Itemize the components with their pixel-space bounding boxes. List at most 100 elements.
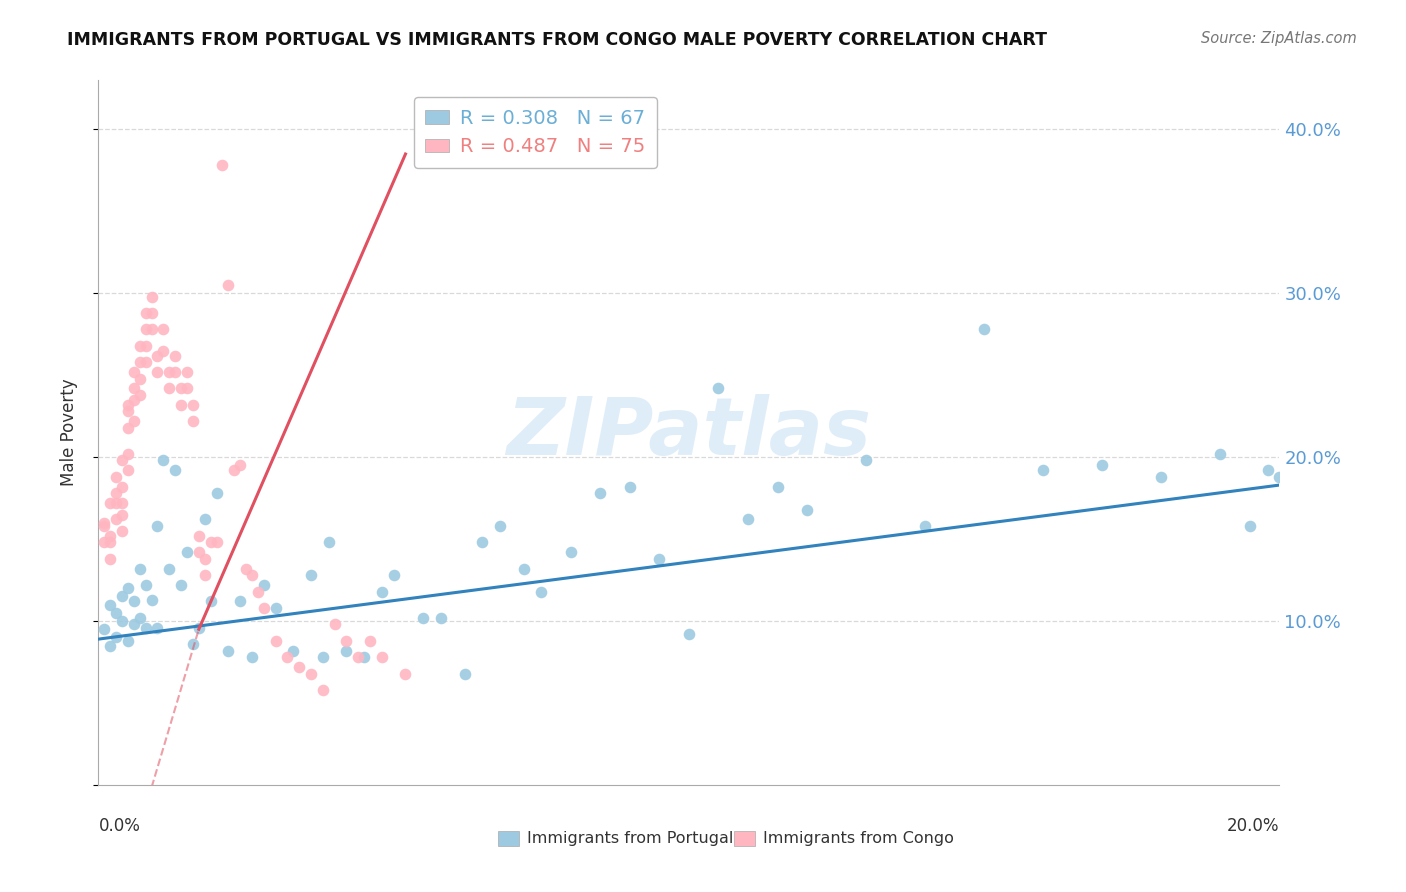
- Point: [855, 453, 877, 467]
- Point: [98, 598, 121, 612]
- Point: [141, 306, 163, 320]
- Point: [211, 159, 233, 173]
- Point: [128, 561, 150, 575]
- Point: [117, 404, 139, 418]
- Point: [146, 519, 169, 533]
- Point: [176, 365, 198, 379]
- Point: [737, 512, 759, 526]
- Point: [359, 633, 381, 648]
- Point: [117, 447, 139, 461]
- Point: [264, 633, 287, 648]
- Point: [98, 529, 121, 543]
- Point: [98, 551, 121, 566]
- Point: [170, 398, 193, 412]
- Point: [105, 631, 128, 645]
- Point: [141, 290, 163, 304]
- Point: [146, 621, 169, 635]
- Point: [152, 322, 174, 336]
- Point: [229, 594, 252, 608]
- Point: [135, 621, 157, 635]
- Point: [105, 470, 128, 484]
- Point: [93, 622, 115, 636]
- Point: [299, 568, 322, 582]
- Point: [176, 545, 198, 559]
- Point: [240, 568, 263, 582]
- Point: [619, 480, 641, 494]
- Point: [312, 682, 335, 697]
- Point: [98, 496, 121, 510]
- Point: [246, 584, 269, 599]
- Point: [117, 582, 139, 596]
- Point: [194, 568, 217, 582]
- Text: 0.0%: 0.0%: [98, 817, 141, 835]
- Point: [217, 278, 239, 293]
- Point: [1150, 470, 1173, 484]
- Point: [135, 322, 157, 336]
- Point: [589, 486, 612, 500]
- Point: [1032, 463, 1054, 477]
- Point: [128, 355, 150, 369]
- Point: [412, 611, 434, 625]
- Point: [512, 561, 534, 575]
- Point: [128, 388, 150, 402]
- Point: [353, 650, 375, 665]
- Point: [1268, 470, 1291, 484]
- Point: [217, 643, 239, 657]
- Point: [135, 306, 157, 320]
- Point: [117, 398, 139, 412]
- Text: Immigrants from Congo: Immigrants from Congo: [763, 831, 955, 846]
- Point: [796, 502, 818, 516]
- Point: [276, 650, 298, 665]
- Point: [335, 643, 357, 657]
- Point: [117, 633, 139, 648]
- Text: Source: ZipAtlas.com: Source: ZipAtlas.com: [1201, 31, 1357, 46]
- Point: [181, 398, 204, 412]
- Point: [122, 617, 145, 632]
- Point: [430, 611, 453, 625]
- Point: [678, 627, 700, 641]
- Point: [371, 584, 394, 599]
- Point: [111, 524, 134, 538]
- Point: [766, 480, 789, 494]
- Point: [135, 339, 157, 353]
- Point: [200, 594, 222, 608]
- Point: [165, 463, 187, 477]
- Point: [111, 496, 134, 510]
- Point: [111, 590, 134, 604]
- Point: [117, 420, 139, 434]
- Point: [394, 666, 416, 681]
- Point: [122, 414, 145, 428]
- Point: [105, 512, 128, 526]
- Point: [93, 519, 115, 533]
- FancyBboxPatch shape: [498, 830, 519, 847]
- Point: [288, 660, 311, 674]
- Point: [128, 371, 150, 385]
- Point: [128, 611, 150, 625]
- Point: [205, 486, 228, 500]
- Point: [382, 568, 405, 582]
- Point: [117, 463, 139, 477]
- Point: [194, 551, 217, 566]
- Point: [181, 637, 204, 651]
- Point: [105, 486, 128, 500]
- Legend: R = 0.308   N = 67, R = 0.487   N = 75: R = 0.308 N = 67, R = 0.487 N = 75: [413, 97, 657, 168]
- Point: [152, 343, 174, 358]
- Point: [105, 606, 128, 620]
- Point: [93, 535, 115, 549]
- Point: [560, 545, 582, 559]
- Point: [253, 601, 276, 615]
- Text: IMMIGRANTS FROM PORTUGAL VS IMMIGRANTS FROM CONGO MALE POVERTY CORRELATION CHART: IMMIGRANTS FROM PORTUGAL VS IMMIGRANTS F…: [67, 31, 1047, 49]
- Point: [157, 561, 180, 575]
- Point: [146, 349, 169, 363]
- Point: [128, 339, 150, 353]
- Point: [181, 414, 204, 428]
- Point: [165, 365, 187, 379]
- Point: [1239, 519, 1261, 533]
- Point: [283, 643, 305, 657]
- Point: [530, 584, 553, 599]
- FancyBboxPatch shape: [734, 830, 755, 847]
- Point: [165, 349, 187, 363]
- Point: [453, 666, 475, 681]
- Point: [318, 535, 340, 549]
- Point: [224, 463, 246, 477]
